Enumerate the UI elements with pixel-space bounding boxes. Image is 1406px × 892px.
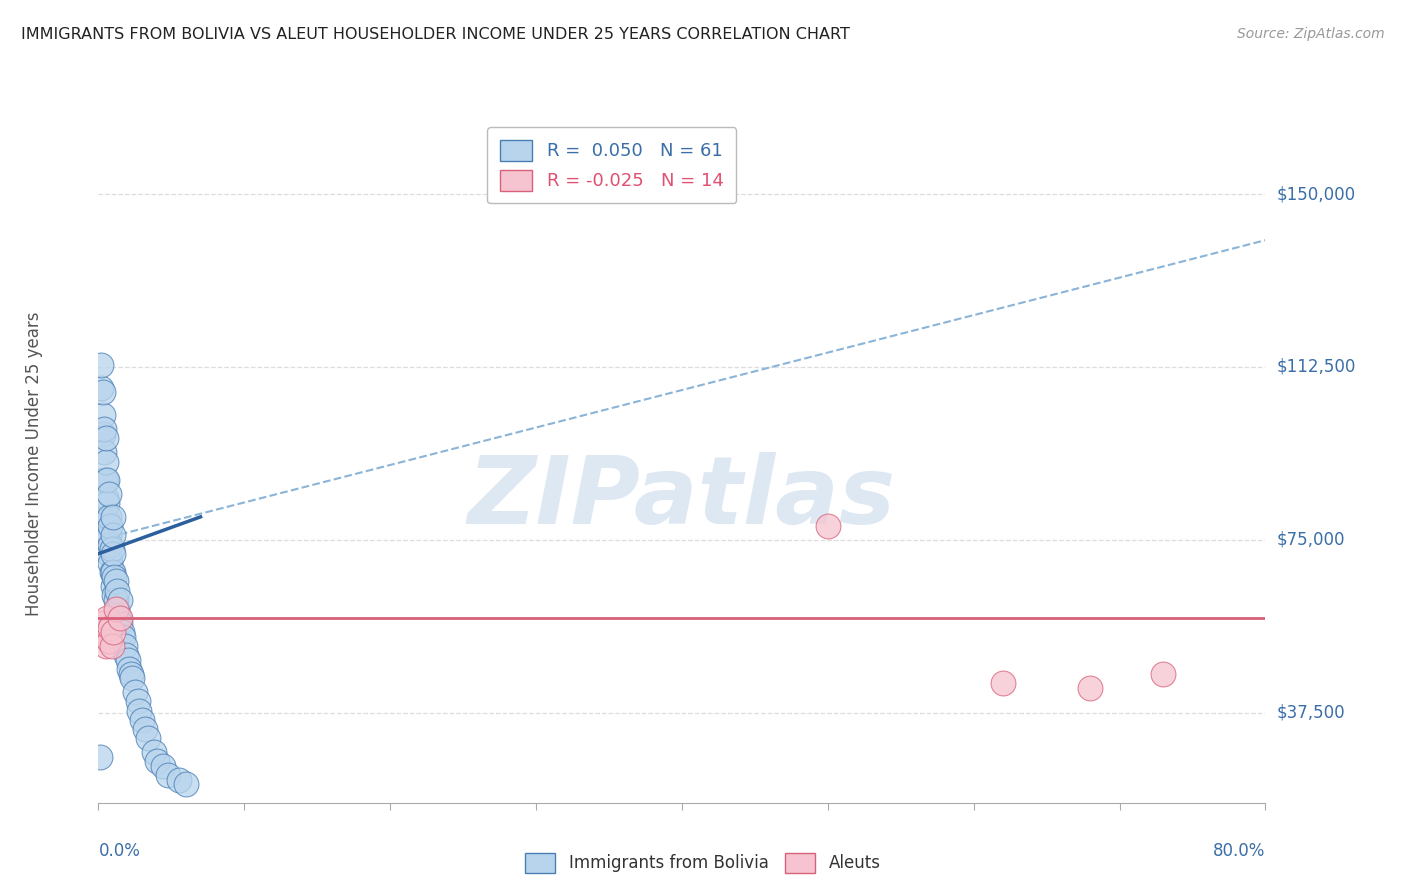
Text: Householder Income Under 25 years: Householder Income Under 25 years <box>25 311 44 616</box>
Text: $150,000: $150,000 <box>1277 185 1355 203</box>
Text: $37,500: $37,500 <box>1277 704 1346 722</box>
Point <box>167 772 190 787</box>
Point <box>96 496 118 510</box>
Point <box>1152 666 1174 681</box>
Point <box>101 528 124 542</box>
Legend: Immigrants from Bolivia, Aleuts: Immigrants from Bolivia, Aleuts <box>519 847 887 880</box>
Text: $112,500: $112,500 <box>1277 358 1355 376</box>
Point <box>118 662 141 676</box>
Point <box>152 759 174 773</box>
Point <box>91 409 114 423</box>
Legend: R =  0.050   N = 61, R = -0.025   N = 14: R = 0.050 N = 61, R = -0.025 N = 14 <box>488 128 737 203</box>
Point <box>157 768 180 782</box>
Point <box>96 533 118 547</box>
Text: 0.0%: 0.0% <box>98 842 141 860</box>
Point <box>100 639 122 653</box>
Point <box>101 547 124 561</box>
Point <box>101 579 124 593</box>
Point <box>96 515 118 529</box>
Text: IMMIGRANTS FROM BOLIVIA VS ALEUT HOUSEHOLDER INCOME UNDER 25 YEARS CORRELATION C: IMMIGRANTS FROM BOLIVIA VS ALEUT HOUSEHO… <box>21 27 851 42</box>
Point <box>174 777 197 791</box>
Point <box>100 565 122 579</box>
Point <box>117 653 139 667</box>
Point <box>112 630 135 644</box>
Point <box>110 615 132 630</box>
Point <box>817 519 839 533</box>
Point <box>98 556 121 570</box>
Point <box>105 583 128 598</box>
Point <box>120 666 142 681</box>
Point <box>1080 681 1102 695</box>
Point <box>89 749 111 764</box>
Point <box>103 588 125 602</box>
Text: Source: ZipAtlas.com: Source: ZipAtlas.com <box>1237 27 1385 41</box>
Point <box>97 634 120 648</box>
Point <box>93 625 115 640</box>
Point <box>146 754 169 768</box>
Point <box>128 704 150 718</box>
Point <box>104 574 127 589</box>
Point <box>104 602 127 616</box>
Point <box>93 445 115 459</box>
Point <box>110 611 132 625</box>
Point <box>91 426 114 441</box>
Point <box>98 621 121 635</box>
Point <box>97 547 120 561</box>
Point <box>97 487 120 501</box>
Point <box>91 385 114 400</box>
Point <box>98 519 121 533</box>
Point <box>114 639 136 653</box>
Point <box>115 648 138 663</box>
Point <box>94 473 117 487</box>
Point <box>105 602 128 616</box>
Point <box>94 432 117 446</box>
Point <box>93 473 115 487</box>
Point <box>98 537 121 551</box>
Point <box>142 745 165 759</box>
Point <box>127 694 149 708</box>
Point <box>111 625 134 640</box>
Point <box>100 542 122 557</box>
Point <box>90 358 112 372</box>
Point <box>121 671 143 685</box>
Point <box>134 722 156 736</box>
Text: $75,000: $75,000 <box>1277 531 1346 549</box>
Point <box>131 713 153 727</box>
Point <box>94 509 117 524</box>
Point <box>93 422 115 436</box>
Point <box>96 611 118 625</box>
Point <box>97 509 120 524</box>
Point <box>124 685 146 699</box>
Point <box>94 491 117 506</box>
Point <box>110 593 132 607</box>
Point <box>103 570 125 584</box>
Point <box>96 473 118 487</box>
Point <box>136 731 159 746</box>
Point <box>94 454 117 468</box>
Point <box>97 528 120 542</box>
Point <box>108 611 131 625</box>
Point <box>104 593 127 607</box>
Point <box>101 625 124 640</box>
Point <box>991 676 1014 690</box>
Text: 80.0%: 80.0% <box>1213 842 1265 860</box>
Text: ZIPatlas: ZIPatlas <box>468 451 896 544</box>
Point <box>101 509 124 524</box>
Point <box>94 639 117 653</box>
Point <box>101 565 124 579</box>
Point <box>91 615 114 630</box>
Point <box>90 381 112 395</box>
